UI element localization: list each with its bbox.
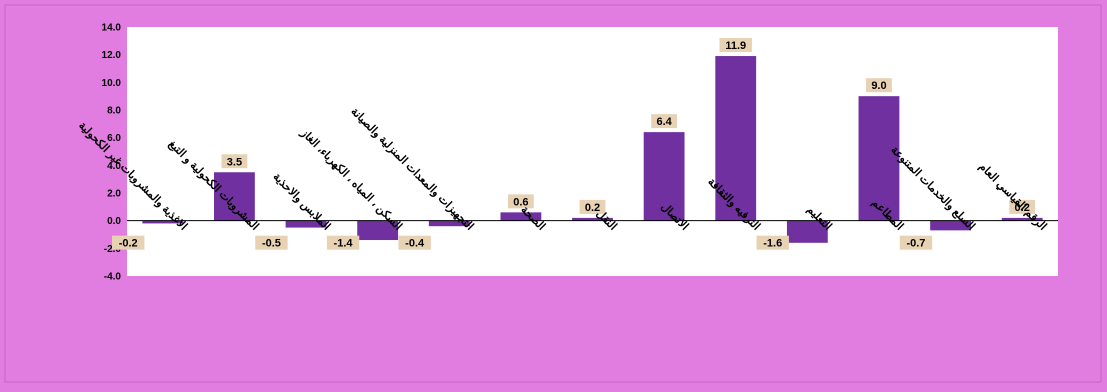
data-label-box: [326, 235, 360, 250]
data-label: -0.5: [262, 238, 281, 250]
data-label: 6.4: [656, 116, 672, 128]
bar: [357, 220, 399, 241]
data-label: 0.2: [585, 202, 600, 214]
bar: [1001, 217, 1043, 221]
data-label: -0.4: [405, 238, 425, 250]
y-tick-label: 4.0: [107, 161, 121, 172]
data-label: -1.4: [334, 238, 354, 250]
data-label-box: [1009, 199, 1036, 214]
data-label: 0.2: [1015, 202, 1030, 214]
y-tick-label: 8.0: [107, 106, 121, 117]
data-label-box: [255, 235, 288, 250]
data-label-box: [866, 78, 892, 93]
data-label: -0.2: [119, 238, 138, 250]
bar: [858, 96, 900, 221]
y-tick-label: 6.0: [107, 133, 121, 144]
plot-area: [127, 27, 1058, 276]
data-label: -1.6: [763, 238, 782, 250]
bar: [786, 220, 828, 243]
data-label: 9.0: [871, 80, 886, 92]
bar: [572, 217, 613, 221]
data-labels-group: -0.2 3.5 -0.5 -1.4 -0.4 0.6 0.2 6.4 11.9 -1.6 9.0 -…: [111, 38, 1036, 250]
data-label: -0.7: [906, 238, 925, 250]
data-label-box: [507, 194, 534, 209]
bar: [715, 56, 757, 221]
data-label: 11.9: [725, 40, 746, 52]
bar: [142, 220, 184, 224]
y-tick-label: 14.0: [102, 23, 122, 34]
bar: [428, 220, 470, 227]
y-tick-label: 2.0: [107, 189, 121, 200]
y-tick-label: 10.0: [102, 78, 122, 89]
data-label-box: [221, 154, 248, 169]
bar: [214, 172, 255, 221]
data-label-box: [651, 114, 678, 129]
bar: [930, 220, 971, 231]
chart-border: [4, 4, 1102, 383]
bar: [500, 212, 542, 221]
bar: [643, 132, 685, 221]
y-tick-label: 12.0: [102, 50, 122, 61]
data-label-box: [398, 235, 431, 250]
data-label-box: [111, 235, 145, 250]
data-label-box: [756, 235, 789, 250]
y-tick-label: -4.0: [104, 272, 122, 283]
bars-group: [142, 56, 1043, 243]
data-label-box: [719, 38, 752, 53]
bar: [285, 220, 327, 228]
data-label: 3.5: [227, 156, 242, 168]
data-label-box: [579, 199, 606, 214]
y-tick-label: 0.0: [107, 216, 121, 227]
data-label: 0.6: [513, 196, 528, 208]
data-label-box: [899, 235, 933, 250]
